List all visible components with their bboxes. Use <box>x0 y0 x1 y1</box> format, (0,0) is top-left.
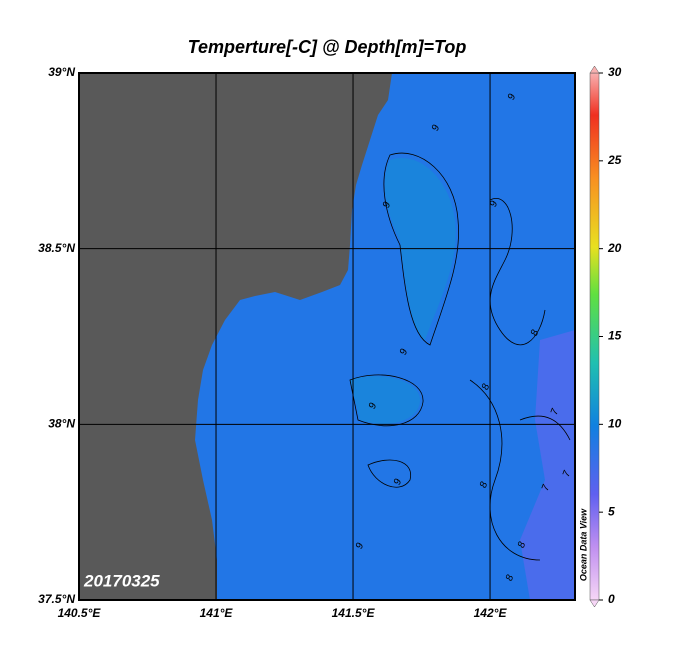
lon-tick-label: 141°E <box>200 606 234 620</box>
lon-tick-label: 142°E <box>474 606 508 620</box>
colorbar-arrow <box>589 65 600 74</box>
colorbar-arrow <box>589 599 600 608</box>
contour-label: 9 <box>354 541 366 550</box>
lat-tick-label: 37.5°N <box>38 592 75 606</box>
contour-label: 8 <box>529 328 541 337</box>
lat-tick-label: 38°N <box>48 417 75 431</box>
cold-water <box>520 330 575 600</box>
colorbar-tick-label: 5 <box>608 504 615 518</box>
contour-label: 8 <box>480 382 492 391</box>
contour-label: 9 <box>506 92 518 101</box>
date-label: 20170325 <box>83 571 160 590</box>
contour-label: 8 <box>516 540 528 549</box>
colorbar-tick-label: 30 <box>608 65 622 79</box>
colorbar-tick-label: 15 <box>608 329 622 343</box>
colorbar-tick-label: 10 <box>608 417 622 431</box>
colorbar <box>589 72 600 601</box>
title: Temperture[-C] @ Depth[m]=Top <box>188 37 467 57</box>
contour-label: 7 <box>540 483 552 492</box>
contour-label: 9 <box>367 401 379 410</box>
contour-label: 9 <box>488 199 500 208</box>
lon-tick-label: 140.5°E <box>58 606 102 620</box>
land <box>79 73 392 600</box>
colorbar-tick-label: 20 <box>607 241 622 255</box>
contour-label: 9 <box>392 477 404 486</box>
credit: Ocean Data View <box>578 508 588 581</box>
contours <box>349 152 571 561</box>
map-area <box>79 73 575 600</box>
contour-label: 7 <box>549 407 561 416</box>
contour-label: 8 <box>504 573 516 582</box>
contour-label: 8 <box>478 480 490 489</box>
lat-tick-label: 38.5°N <box>38 241 75 255</box>
contour-label: 9 <box>398 347 410 356</box>
colorbar-tick-label: 25 <box>607 153 622 167</box>
lat-tick-label: 39°N <box>48 65 75 79</box>
contour-label: 7 <box>561 469 573 478</box>
warm-water <box>350 376 420 424</box>
lon-tick-label: 141.5°E <box>332 606 376 620</box>
colorbar-tick-label: 0 <box>608 592 615 606</box>
contour-label: 9 <box>381 200 393 209</box>
contour-label: 9 <box>430 123 442 132</box>
